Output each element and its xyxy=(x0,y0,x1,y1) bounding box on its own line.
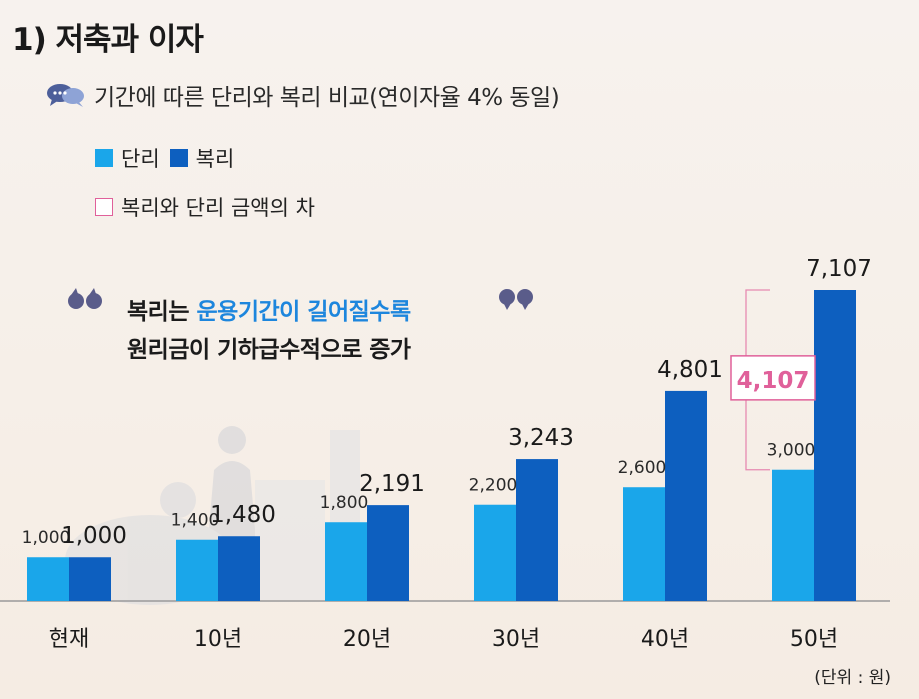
bar-compound xyxy=(516,459,558,601)
key-message-start: 복리는 xyxy=(127,299,189,325)
x-tick-label: 50년 xyxy=(790,627,838,652)
legend-label-simple: 단리 xyxy=(121,147,160,171)
legend: 단리 복리 xyxy=(95,143,234,173)
difference-label-box xyxy=(730,355,816,401)
data-label-compound: 4,801 xyxy=(657,357,723,383)
bar-compound xyxy=(665,390,707,601)
key-message-accent: 운용기간이 길어질수록 xyxy=(196,299,412,325)
key-message-line2: 원리금이 기하급수적으로 증가 xyxy=(127,337,411,363)
bar-simple xyxy=(27,557,69,601)
data-label-simple: 2,200 xyxy=(469,476,518,496)
close-quote-icon xyxy=(499,289,533,310)
bar-simple xyxy=(325,522,367,601)
legend-swatch-simple xyxy=(95,149,113,167)
page-title: 1) 저축과 이자 xyxy=(12,22,204,58)
bar-simple xyxy=(772,469,814,601)
unit-note: (단위 : 원) xyxy=(814,668,891,688)
legend-swatch-compound xyxy=(169,149,188,167)
chat-bubbles-icon xyxy=(47,84,84,107)
legend-difference: 복리와 단리 금액의 차 xyxy=(95,192,315,222)
bar-simple xyxy=(176,539,218,601)
x-tick-label: 10년 xyxy=(194,627,242,652)
x-tick-label: 30년 xyxy=(492,627,540,652)
bar-simple xyxy=(623,487,665,601)
data-label-compound: 1,000 xyxy=(61,523,127,549)
key-message: 복리는 운용기간이 길어질수록 원리금이 기하급수적으로 증가 xyxy=(127,293,411,369)
legend-label-compound: 복리 xyxy=(195,147,235,171)
data-label-simple: 2,600 xyxy=(618,458,667,478)
x-tick-label: 현재 xyxy=(49,627,89,652)
data-label-compound: 3,243 xyxy=(508,425,574,451)
difference-label: 4,107 xyxy=(737,368,810,394)
data-label-compound: 2,191 xyxy=(359,471,425,497)
open-quote-icon xyxy=(68,288,102,309)
chart-subtitle: 기간에 따른 단리와 복리 비교(연이자율 4% 동일) xyxy=(46,78,560,112)
data-label-compound: 7,107 xyxy=(806,256,872,282)
data-label-simple: 1,000 xyxy=(22,528,71,548)
bar-compound xyxy=(367,505,409,601)
subtitle-text: 기간에 따른 단리와 복리 비교(연이자율 4% 동일) xyxy=(94,85,560,111)
data-label-simple: 3,000 xyxy=(767,441,816,461)
legend-label-difference: 복리와 단리 금액의 차 xyxy=(121,196,315,220)
x-tick-label: 40년 xyxy=(641,627,689,652)
bar-compound xyxy=(814,290,856,601)
data-label-simple: 1,800 xyxy=(320,493,369,513)
legend-swatch-difference xyxy=(95,198,113,216)
data-label-compound: 1,480 xyxy=(210,502,276,528)
data-label-simple: 1,400 xyxy=(171,511,220,531)
bar-compound xyxy=(218,536,260,601)
bar-compound xyxy=(69,557,111,601)
bar-simple xyxy=(474,504,516,601)
x-tick-label: 20년 xyxy=(343,627,391,652)
